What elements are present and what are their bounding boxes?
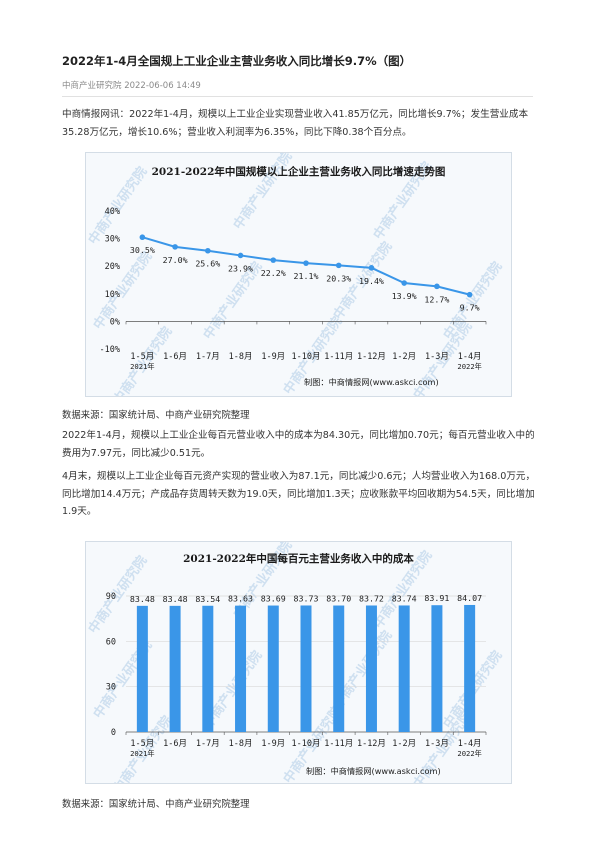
- data-label: 83.73: [294, 593, 319, 603]
- x-tick-label: 1-11月: [324, 739, 353, 749]
- data-point: [139, 234, 146, 241]
- bar: [235, 605, 247, 732]
- bar: [267, 605, 279, 732]
- bar-chart-frame: 中商产业研究院 中商产业研究院 中商产业研究院 中商产业研究院 中商产业研究院 中商产业研…: [85, 541, 512, 784]
- year-end-label: 2022年: [457, 749, 482, 758]
- data-point: [368, 265, 375, 271]
- divider: [62, 96, 533, 97]
- x-tick-label: 1-3月: [425, 352, 449, 362]
- y-tick-label: -10%: [100, 345, 120, 355]
- year-start-label: 2021年: [130, 749, 155, 758]
- data-label: 83.48: [130, 594, 155, 604]
- y-tick-label: 30%: [105, 235, 120, 245]
- source-note-1: 数据来源：国家统计局、中商产业研究院整理: [62, 410, 250, 421]
- paragraph-3: 4月末，规模以上工业企业每百元资产实现的营业收入为87.1元，同比减少0.6元；…: [62, 471, 536, 517]
- x-tick-label: 1-8月: [229, 352, 253, 362]
- x-tick-label: 1-12月: [357, 739, 386, 749]
- bar: [365, 605, 377, 732]
- data-label: 83.48: [163, 594, 188, 604]
- x-tick-label: 1-11月: [324, 352, 353, 362]
- data-label: 25.6%: [195, 259, 220, 269]
- y-tick-label: 0: [111, 728, 116, 738]
- data-point: [335, 262, 342, 269]
- data-label: 83.54: [195, 594, 220, 604]
- y-tick-label: 30: [106, 683, 116, 693]
- bar: [464, 604, 476, 732]
- bar: [169, 605, 181, 732]
- article-title: 2022年1-4月全国规上工业企业主营业务收入同比增长9.7%（图）: [62, 54, 412, 68]
- data-label: 27.0%: [163, 255, 188, 265]
- data-label: 83.70: [326, 594, 351, 604]
- data-label: 84.07: [457, 593, 482, 603]
- data-label: 21.1%: [294, 271, 319, 281]
- y-tick-label: 40%: [105, 207, 120, 217]
- data-label: 83.91: [424, 593, 449, 603]
- year-end-label: 2022年: [457, 362, 482, 371]
- x-tick-label: 1-4月: [458, 352, 482, 362]
- data-label: 20.3%: [326, 273, 351, 283]
- bar: [136, 605, 148, 732]
- data-label: 22.2%: [261, 268, 286, 278]
- data-label: 83.63: [228, 594, 253, 604]
- data-point: [172, 244, 178, 250]
- data-point: [237, 252, 244, 259]
- y-tick-label: 90: [106, 592, 116, 602]
- data-point: [401, 280, 407, 286]
- data-label: 13.9%: [392, 291, 417, 301]
- data-point: [466, 291, 473, 298]
- y-tick-label: 60: [106, 637, 116, 647]
- x-tick-label: 1-5月: [130, 739, 154, 749]
- y-tick-label: 20%: [105, 262, 120, 272]
- x-tick-label: 1-3月: [425, 739, 449, 749]
- chart-credit: 制图：中商情报网(www.askci.com): [304, 377, 439, 387]
- bar: [431, 605, 443, 732]
- x-tick-label: 1-10月: [292, 739, 321, 749]
- x-tick-label: 1-7月: [196, 739, 220, 749]
- x-tick-label: 1-9月: [261, 352, 285, 362]
- data-label: 12.7%: [424, 294, 449, 304]
- data-label: 30.5%: [130, 245, 155, 255]
- data-label: 23.9%: [228, 263, 253, 273]
- data-point: [270, 257, 277, 263]
- bar: [300, 605, 312, 732]
- data-point: [434, 283, 440, 290]
- x-tick-label: 1-4月: [458, 739, 482, 749]
- x-tick-label: 1-6月: [163, 352, 187, 362]
- x-tick-label: 1-2月: [392, 352, 416, 362]
- x-tick-label: 1-8月: [229, 739, 253, 749]
- data-label: 83.69: [261, 594, 286, 604]
- data-label: 83.72: [359, 593, 384, 603]
- data-label: 83.74: [392, 593, 417, 603]
- data-point: [303, 260, 309, 266]
- x-tick-label: 1-12月: [357, 352, 386, 362]
- data-label: 19.4%: [359, 276, 384, 286]
- x-tick-label: 1-5月: [130, 352, 154, 362]
- data-label: 9.7%: [460, 303, 480, 313]
- y-tick-label: 10%: [105, 290, 120, 300]
- x-tick-label: 1-6月: [163, 739, 187, 749]
- chart-credit: 制图：中商情报网(www.askci.com): [306, 766, 441, 776]
- data-point: [205, 247, 211, 254]
- watermark-text: 中商产业研究院: [90, 249, 155, 333]
- paragraph-1: 中商情报网讯：2022年1-4月，规模以上工业企业实现营业收入41.85万亿元，…: [62, 109, 529, 138]
- watermark-text: 中商产业研究院: [230, 153, 295, 233]
- year-start-label: 2021年: [130, 362, 155, 371]
- x-tick-label: 1-10月: [292, 352, 321, 362]
- bar: [333, 605, 345, 732]
- x-tick-label: 1-2月: [392, 739, 416, 749]
- chart-title: 2021-2022年中国每百元主营业务收入中的成本: [183, 552, 414, 565]
- paragraph-2: 2022年1-4月，规模以上工业企业每百元营业收入中的成本为84.30元，同比增…: [62, 430, 535, 459]
- source-note-2: 数据来源：国家统计局、中商产业研究院整理: [62, 799, 250, 810]
- x-tick-label: 1-9月: [261, 739, 285, 749]
- chart-title: 2021-2022年中国规模以上企业主营业务收入同比增速走势图: [152, 165, 446, 178]
- x-tick-label: 1-7月: [196, 352, 220, 362]
- bar: [398, 605, 410, 732]
- article-meta: 中商产业研究院 2022-06-06 14:49: [62, 81, 201, 91]
- line-chart-frame: 中商产业研究院 中商产业研究院 中商产业研究院 中商产业研究院 中商产业研究院 中商产业研…: [85, 152, 512, 397]
- bar: [202, 605, 214, 732]
- y-tick-label: 0%: [110, 317, 120, 327]
